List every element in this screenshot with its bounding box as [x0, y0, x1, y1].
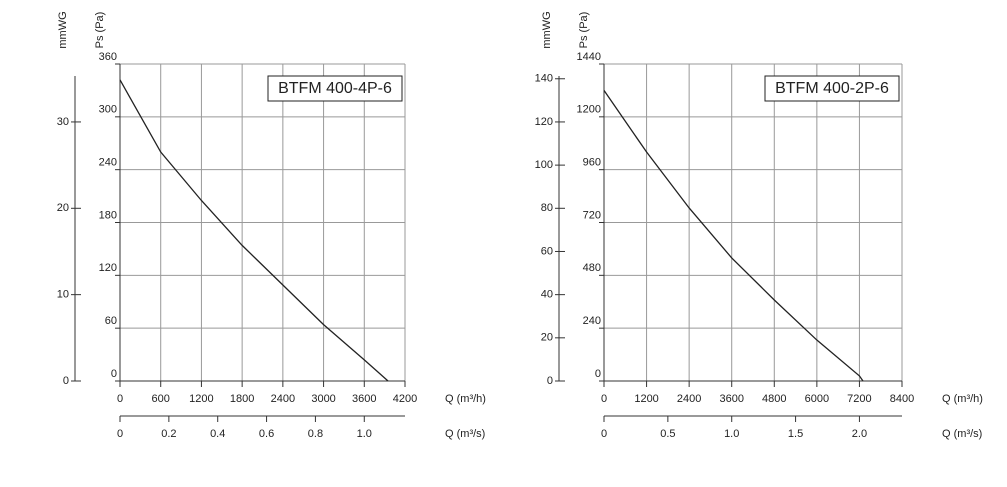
- y-tick-label: 180: [99, 209, 117, 221]
- chart-title: BTFM 400-4P-6: [278, 80, 392, 97]
- y2-tick-label: 80: [541, 202, 553, 214]
- title-box: [764, 75, 900, 102]
- y-axis-label: Ps (Pa): [94, 12, 106, 49]
- y2-tick-label: 0: [63, 375, 69, 387]
- x-tick-label: 0: [117, 393, 123, 405]
- x-tick-label: 600: [152, 393, 170, 405]
- x-tick-label: 3600: [352, 393, 376, 405]
- x-tick-label: 7200: [847, 393, 871, 405]
- curve: [603, 90, 864, 382]
- y2-tick-label: 140: [535, 73, 553, 85]
- x2-tick-label: 0.8: [308, 428, 323, 440]
- x2-tick-label: 2.0: [852, 428, 867, 440]
- x2-tick-label: 0.4: [210, 428, 225, 440]
- y2-tick-label: 60: [541, 245, 553, 257]
- curve: [119, 79, 389, 382]
- x-axis-label: Q (m³/h): [445, 393, 486, 405]
- y-tick-label: 60: [105, 315, 117, 327]
- y-tick-label: 960: [583, 157, 601, 169]
- y-tick-label: 0: [595, 368, 601, 380]
- x-tick-label: 4800: [762, 393, 786, 405]
- x-axis-label: Q (m³/h): [942, 393, 983, 405]
- x2-tick-label: 0.2: [161, 428, 176, 440]
- x2-tick-label: 1.0: [724, 428, 739, 440]
- x-tick-label: 6000: [805, 393, 829, 405]
- y2-tick-label: 0: [547, 375, 553, 387]
- y2-tick-label: 30: [57, 116, 69, 128]
- y2-axis-label: mmWG: [541, 11, 553, 48]
- y2-tick-label: 120: [535, 116, 553, 128]
- y-tick-label: 1200: [577, 104, 601, 116]
- x-tick-label: 3600: [719, 393, 743, 405]
- x-tick-label: 1800: [230, 393, 254, 405]
- x2-tick-label: 0.6: [259, 428, 274, 440]
- chart-title: BTFM 400-2P-6: [775, 80, 889, 97]
- y2-tick-label: 100: [535, 159, 553, 171]
- x2-axis-label: Q (m³/s): [445, 428, 485, 440]
- y2-tick-label: 20: [57, 202, 69, 214]
- y-tick-label: 240: [583, 315, 601, 327]
- x2-tick-label: 1.0: [357, 428, 372, 440]
- x-tick-label: 2400: [271, 393, 295, 405]
- x-tick-label: 8400: [890, 393, 914, 405]
- y-tick-label: 120: [99, 262, 117, 274]
- x-tick-label: 1200: [189, 393, 213, 405]
- title-box: [267, 75, 403, 102]
- x2-tick-label: 1.5: [788, 428, 803, 440]
- y-tick-label: 0: [111, 368, 117, 380]
- y-tick-label: 360: [99, 51, 117, 63]
- x-tick-label: 2400: [677, 393, 701, 405]
- y-tick-label: 300: [99, 104, 117, 116]
- y-tick-label: 720: [583, 209, 601, 221]
- y2-axis-label: mmWG: [57, 11, 69, 48]
- y-axis-label: Ps (Pa): [578, 12, 590, 49]
- y-tick-label: 1440: [577, 51, 601, 63]
- x-tick-label: 3000: [311, 393, 335, 405]
- x2-tick-label: 0: [117, 428, 123, 440]
- x-tick-label: 4200: [393, 393, 417, 405]
- y2-tick-label: 40: [541, 289, 553, 301]
- y2-tick-label: 20: [541, 332, 553, 344]
- x2-axis-label: Q (m³/s): [942, 428, 982, 440]
- y2-tick-label: 10: [57, 289, 69, 301]
- x-tick-label: 1200: [634, 393, 658, 405]
- y-tick-label: 480: [583, 262, 601, 274]
- x-tick-label: 0: [601, 393, 607, 405]
- x2-tick-label: 0: [601, 428, 607, 440]
- x2-tick-label: 0.5: [660, 428, 675, 440]
- y-tick-label: 240: [99, 157, 117, 169]
